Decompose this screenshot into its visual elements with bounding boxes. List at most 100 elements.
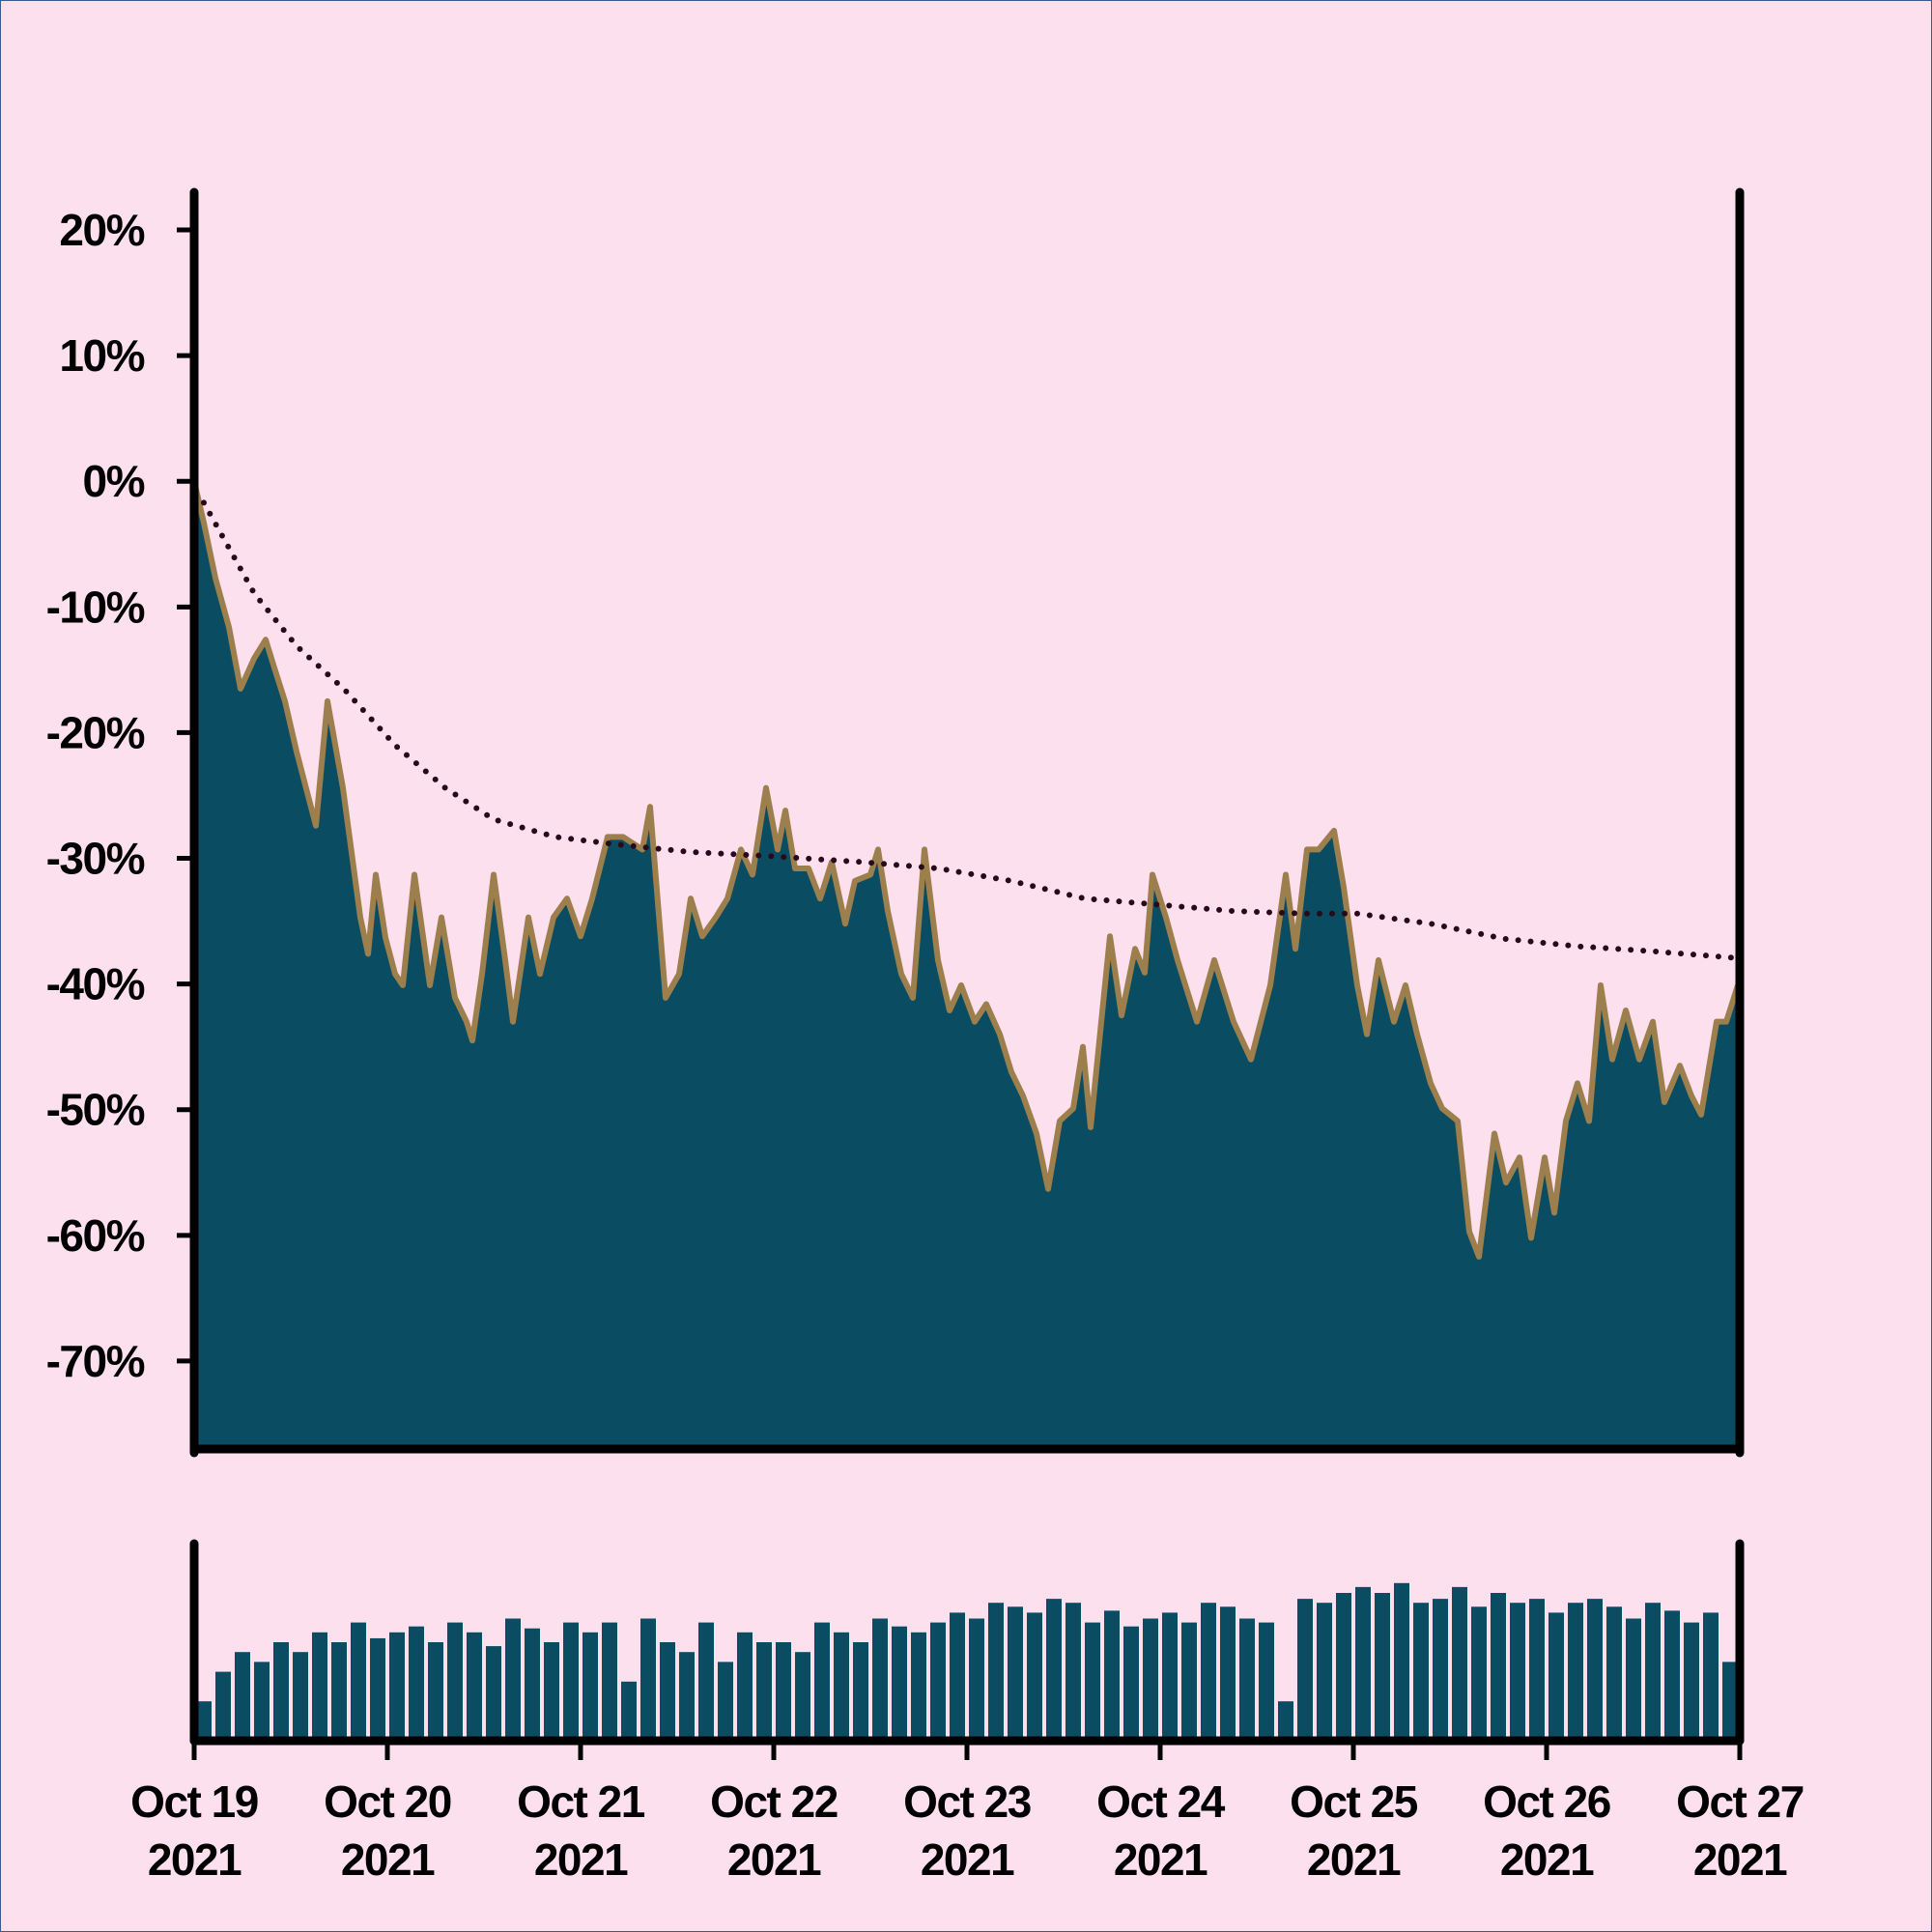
volume-bar [486,1646,501,1741]
volume-bar [331,1642,347,1741]
volume-bar [447,1622,463,1741]
volume-bar [293,1652,308,1741]
volume-bar [389,1632,405,1741]
x-tick-label: Oct 26 2021 [1483,1776,1610,1885]
volume-bar [1201,1603,1216,1741]
volume-bar [756,1642,772,1741]
volume-bar [312,1632,327,1741]
area [194,481,1738,1450]
area-line [191,480,1741,1260]
y-tick-label: -40% [46,959,145,1009]
volume-bar [370,1637,385,1741]
volume-bar [254,1662,270,1741]
volume-bar [1510,1603,1525,1741]
volume-bar [1626,1618,1641,1741]
y-tick-label: 10% [59,330,144,381]
y-tick-label: -30% [46,834,145,884]
volume-bar [505,1618,521,1741]
volume-bar [660,1642,675,1741]
volume-bar [1297,1599,1313,1741]
volume-bar [621,1681,637,1741]
volume-bar [640,1618,656,1741]
x-tick-label: Oct 23 2021 [903,1776,1031,1885]
volume-bar [930,1622,946,1741]
volume-bar [602,1622,617,1741]
volume-bar [1008,1606,1023,1741]
volume-bar [1336,1593,1351,1741]
volume-bar [1220,1606,1236,1741]
volume-bar [795,1652,810,1741]
y-tick-label: -50% [46,1085,145,1135]
volume-bar [1027,1612,1042,1741]
volume-bar [1568,1603,1583,1741]
volume-bar [1394,1582,1409,1741]
volume-bar [1046,1599,1062,1741]
x-tick-label: Oct 22 2021 [710,1776,838,1885]
y-tick-label: -20% [46,707,145,757]
x-tick-label: Oct 27 2021 [1676,1776,1804,1885]
volume-bar [273,1642,289,1741]
volume-bar [1645,1603,1661,1741]
y-tick-label: 20% [59,205,144,255]
volume-bar [1452,1586,1467,1741]
volume-bar [814,1622,830,1741]
volume-bar [1664,1610,1680,1741]
volume-bar [582,1632,598,1741]
volume-bar [1259,1622,1274,1741]
volume-bar [1123,1626,1139,1741]
volume-bar [969,1618,984,1741]
volume-bar [563,1622,579,1741]
volume-bar [988,1603,1004,1741]
volume-bar [525,1628,540,1741]
volume-bar [428,1642,443,1741]
volume-bar [1065,1603,1081,1741]
volume-bar [544,1642,559,1741]
volume-bar [911,1632,926,1741]
volume-bar [1355,1586,1371,1741]
volume-bar [1085,1622,1100,1741]
x-tick-label: Oct 21 2021 [517,1776,645,1885]
y-tick-label: -70% [46,1336,145,1386]
volume-bar [1317,1603,1332,1741]
volume-bar [853,1642,868,1741]
volume-bar [1684,1622,1699,1741]
volume-bar [1433,1599,1448,1741]
volume-bar [1587,1599,1603,1741]
volume-bar [698,1622,714,1741]
volume-bar [950,1612,965,1741]
volume-bar [1375,1593,1390,1741]
volume-bar [1722,1662,1738,1741]
volume-bar [467,1632,482,1741]
volume-bar [892,1626,907,1741]
volume-bar [1239,1618,1255,1741]
volume-bar [1471,1606,1487,1741]
y-tick-label: -10% [46,582,145,632]
volume-bar [1162,1612,1178,1741]
volume-bar [737,1632,753,1741]
volume-bar [1104,1610,1120,1741]
volume-bar [1529,1599,1545,1741]
x-tick-label: Oct 24 2021 [1096,1776,1226,1885]
volume-bar [215,1671,231,1741]
volume-bar [196,1701,212,1741]
volume-bar [679,1652,695,1741]
x-tick-label: Oct 19 2021 [130,1776,258,1885]
x-tick-label: Oct 25 2021 [1290,1776,1418,1885]
volume-bar [1703,1612,1719,1741]
volume-bar [872,1618,888,1741]
volume-bar [235,1652,250,1741]
y-tick-label: -60% [46,1210,145,1261]
volume-bar [1606,1606,1622,1741]
y-tick-label: 0% [83,456,145,506]
volume-bar [718,1662,733,1741]
volume-bar [1181,1622,1197,1741]
volume-bar [1413,1603,1429,1741]
volume-bar [1491,1593,1506,1741]
x-tick-label: Oct 20 2021 [324,1776,451,1885]
volume-bar [1278,1701,1293,1741]
volume-bar [1548,1612,1564,1741]
volume-bar [351,1622,366,1741]
volume-bar [409,1626,424,1741]
volume-bar [776,1642,791,1741]
